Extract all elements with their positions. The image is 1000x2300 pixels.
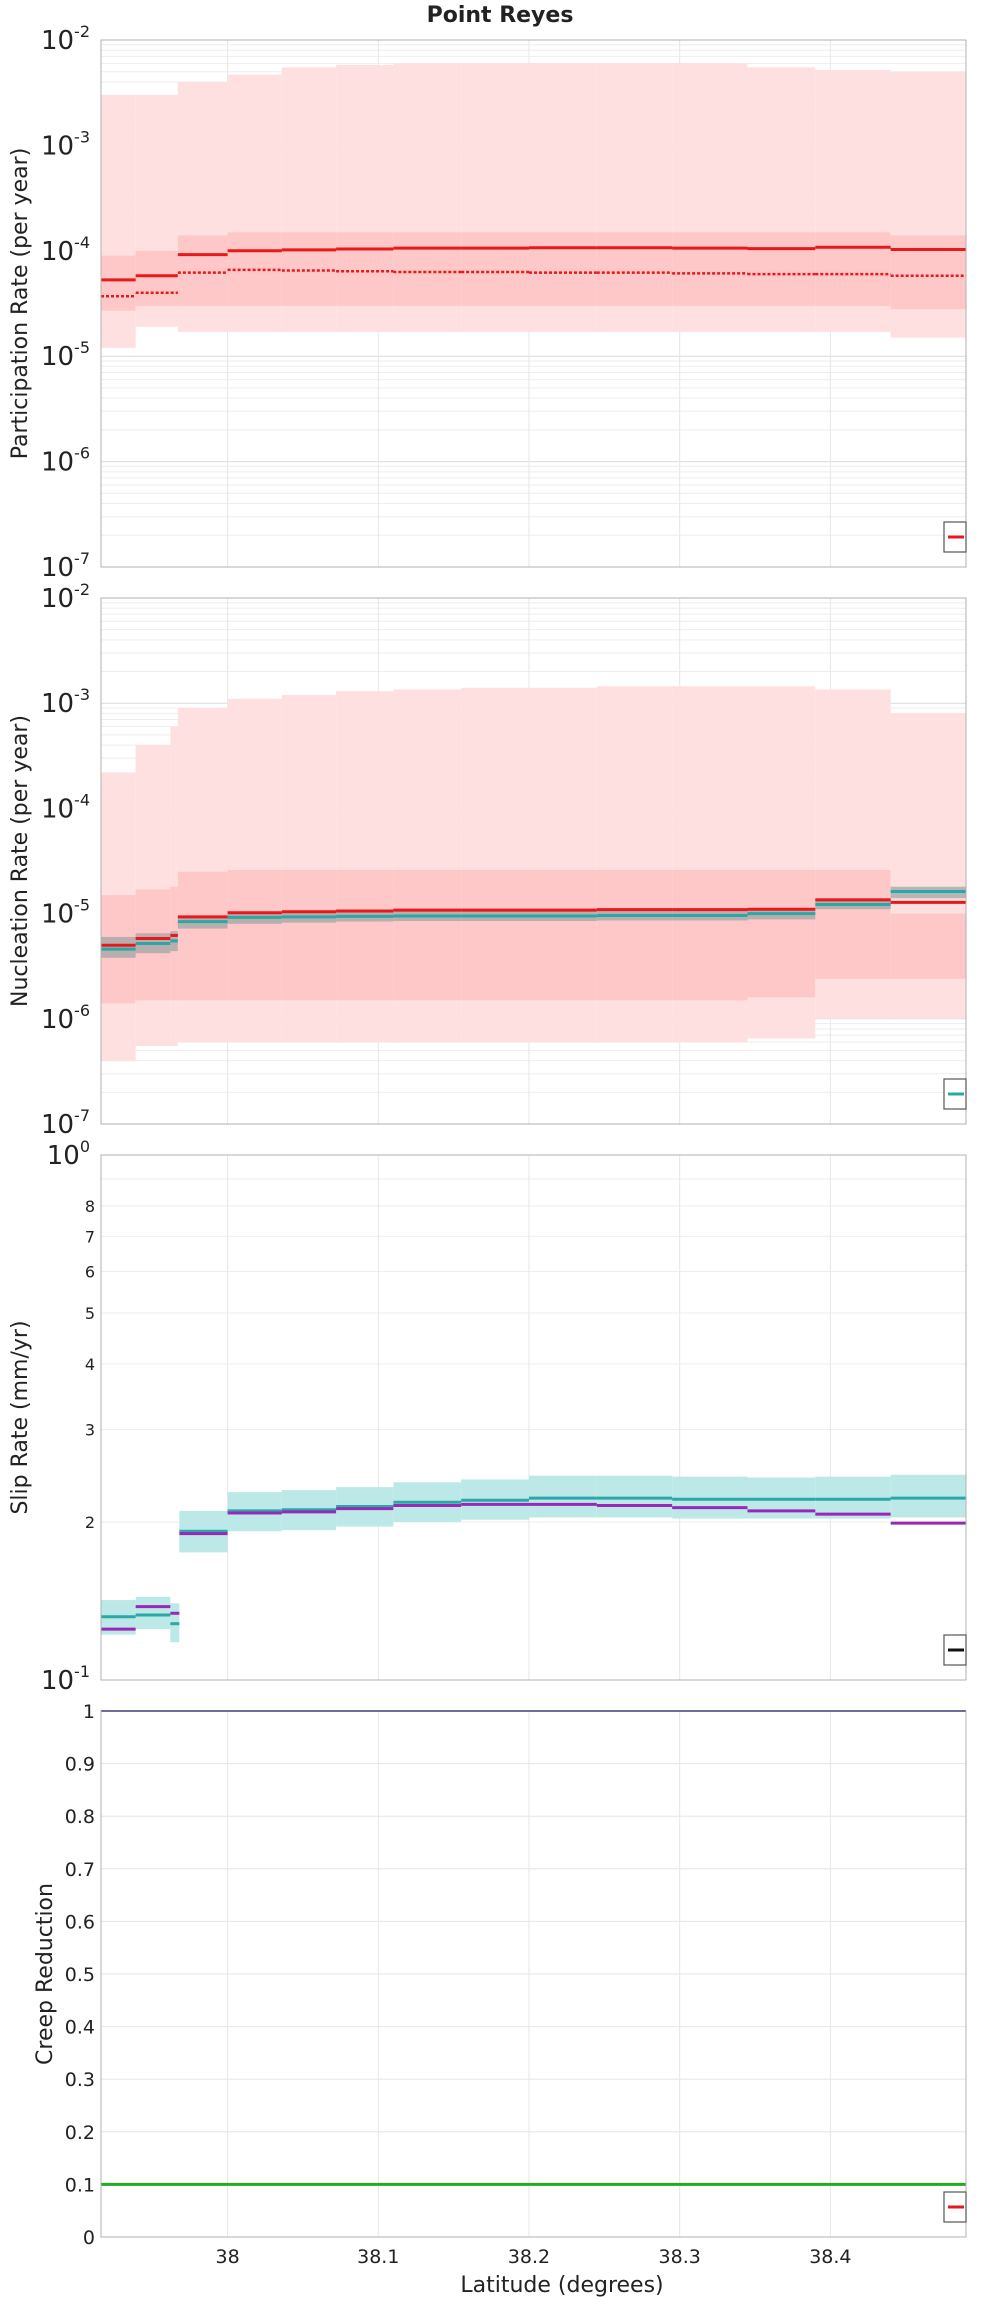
inner-band: [672, 232, 748, 306]
plot-frame: [100, 39, 967, 568]
y-tick-label: 4: [85, 1355, 95, 1374]
y-tick-label: 10-1: [41, 1662, 90, 1696]
y-tick-label: 0.9: [65, 1754, 95, 1776]
inner-band: [393, 232, 462, 306]
y-tick-label: 0.5: [65, 1964, 95, 1986]
x-tick-label: 38.4: [809, 2246, 851, 2268]
panel-creep: 0 0.1 0.2 0.3 0.4 0.5 0.6 0.7 0.8 0.9 1 Creep Reduc…: [33, 1701, 967, 2249]
y-axis-label: Nucleation Rate (per year): [8, 715, 33, 1007]
inner-band: [747, 869, 816, 998]
x-tick-label: 38.2: [508, 2246, 550, 2268]
y-tick-label: 10-6: [41, 444, 90, 478]
inner-band: [227, 869, 282, 1001]
y-tick-label: 0.3: [65, 2069, 95, 2091]
inner-band: [890, 913, 966, 979]
y-tick-label: 0.1: [65, 2174, 95, 2196]
y-tick-label: 10-3: [41, 127, 90, 161]
y-axis-label: Participation Rate (per year): [8, 148, 33, 460]
x-tick-label: 38: [215, 2246, 239, 2268]
inner-band: [815, 232, 891, 306]
y-tick-label: 100: [47, 1137, 90, 1171]
panel-slip: 10-1 2 3 4 5 6 7 8 100 Slip Rate (mm/yr): [8, 1137, 967, 1696]
inner-band: [596, 869, 673, 1001]
legend: [943, 1078, 967, 1110]
inner-band: [281, 869, 337, 1001]
inner-band: [890, 235, 966, 310]
inner-band: [177, 235, 228, 306]
y-tick-label: 0.2: [65, 2122, 95, 2144]
plot-frame: [100, 597, 967, 1125]
legend: [943, 521, 967, 553]
outer-band: [170, 726, 178, 1047]
y-tick-label: 10-3: [41, 685, 90, 719]
y-tick-label: 10-5: [41, 896, 90, 930]
panels: 10-7 10-6 10-5 10-4 10-3 10-2 Participation Ra…: [8, 22, 967, 2268]
y-tick-label: 1: [83, 1701, 95, 1723]
inner-band: [336, 232, 394, 306]
inner-band: [528, 232, 597, 306]
x-tick-label: 38.1: [357, 2246, 399, 2268]
legend: [943, 2191, 967, 2223]
y-tick-label: 10-7: [41, 549, 90, 583]
inner-band: [528, 869, 597, 1001]
y-tick-label: 10-7: [41, 1106, 90, 1140]
inner-band: [672, 869, 748, 1001]
y-tick-label: 0.4: [65, 2017, 95, 2039]
slip-band: [528, 1475, 597, 1518]
y-tick-label: 8: [85, 1197, 95, 1216]
plot-area: [101, 1155, 966, 1680]
y-tick-label: 0.6: [65, 1911, 95, 1933]
slip-band: [890, 1474, 966, 1518]
panel-participation: 10-7 10-6 10-5 10-4 10-3 10-2 Participation Ra…: [8, 22, 967, 583]
panel-nucleation: 10-7 10-6 10-5 10-4 10-3 10-2 Nucleation Rate …: [8, 580, 967, 1140]
inner-band: [815, 869, 891, 979]
y-tick-label: 0: [83, 2227, 95, 2249]
y-tick-label: 7: [85, 1227, 95, 1246]
y-tick-label: 3: [85, 1421, 95, 1440]
y-tick-label: 10-4: [41, 790, 90, 824]
slip-band: [815, 1476, 891, 1519]
y-tick-label: 10-5: [41, 338, 90, 372]
y-tick-label: 10-6: [41, 1001, 90, 1035]
y-tick-label: 2: [85, 1513, 95, 1532]
slip-band: [672, 1476, 748, 1519]
y-tick-label: 6: [85, 1262, 95, 1281]
inner-band: [101, 255, 136, 311]
y-tick-label: 0.7: [65, 1859, 95, 1881]
x-tick-label: 38.3: [659, 2246, 701, 2268]
inner-band: [135, 250, 178, 306]
slip-band: [596, 1475, 673, 1518]
y-tick-label: 10-2: [41, 580, 90, 614]
gray-band: [101, 936, 136, 958]
inner-band: [461, 232, 529, 306]
y-tick-label: 0.8: [65, 1806, 95, 1828]
y-axis-label: Slip Rate (mm/yr): [8, 1320, 33, 1514]
legend: [943, 1634, 967, 1666]
inner-band: [461, 869, 529, 1001]
inner-band: [393, 869, 462, 1001]
inner-band: [336, 869, 394, 1001]
plot-frame: [100, 1154, 967, 1681]
y-tick-label: 5: [85, 1304, 95, 1323]
inner-band: [596, 232, 673, 306]
y-tick-label: 10-2: [41, 22, 90, 56]
inner-band: [177, 871, 228, 1001]
inner-band: [747, 232, 816, 306]
chart-title: Point Reyes: [427, 3, 574, 28]
y-axis-label: Creep Reduction: [33, 1883, 58, 2065]
y-tick-label: 10-4: [41, 233, 90, 267]
plot-frame: [100, 1710, 967, 2238]
x-axis-label: Latitude (degrees): [460, 2273, 663, 2298]
slip-band: [135, 1596, 171, 1630]
inner-band: [281, 232, 337, 306]
